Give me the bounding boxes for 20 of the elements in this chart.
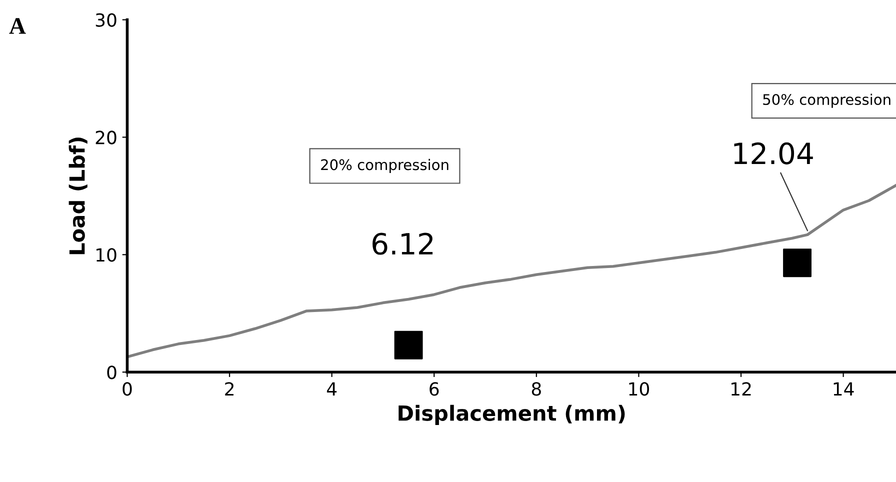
y-tick-label: 0 <box>107 366 116 380</box>
text: A <box>9 18 26 34</box>
x-tick-label: 10 <box>629 382 650 396</box>
x-tick-label: 0 <box>122 382 132 396</box>
line-series <box>127 184 896 358</box>
y-tick-label: 30 <box>96 13 116 27</box>
y-tick-label: 10 <box>96 248 116 262</box>
y-axis-title: Load (Lbf) <box>68 138 88 254</box>
x-tick-label: 14 <box>834 382 854 396</box>
annotation: 6.12 <box>372 232 433 255</box>
x-axis-title: Displacement (mm) <box>398 404 625 426</box>
annotation: 20% compression <box>321 158 448 174</box>
y-tick-label: 20 <box>96 130 116 144</box>
annotation: 12.04 <box>734 142 813 164</box>
x-tick-label: 4 <box>326 382 337 396</box>
x-tick-label: 12 <box>732 382 751 396</box>
x-tick-label: 8 <box>532 382 541 396</box>
x-tick-label: 6 <box>430 382 439 396</box>
annotation: 50% compression <box>763 94 890 108</box>
x-tick-label: 2 <box>225 382 234 396</box>
